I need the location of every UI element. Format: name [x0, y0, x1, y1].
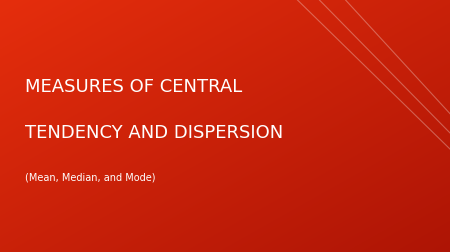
- Text: TENDENCY AND DISPERSION: TENDENCY AND DISPERSION: [25, 123, 283, 141]
- Text: MEASURES OF CENTRAL: MEASURES OF CENTRAL: [25, 78, 242, 96]
- Text: (Mean, Median, and Mode): (Mean, Median, and Mode): [25, 171, 155, 181]
